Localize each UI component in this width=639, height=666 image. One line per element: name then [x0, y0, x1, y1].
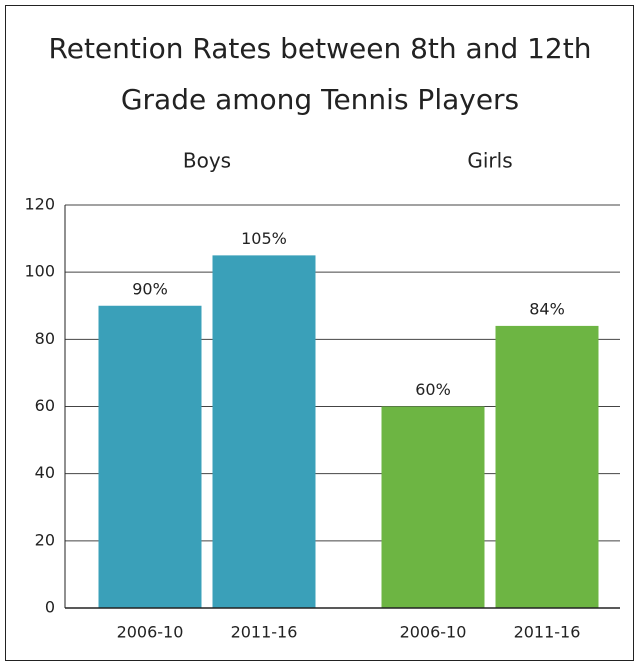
- bar: [212, 255, 316, 608]
- x-tick-label: 2011-16: [231, 623, 298, 642]
- y-tick-label: 120: [24, 195, 55, 214]
- value-label: 90%: [132, 279, 168, 298]
- bar: [98, 305, 202, 608]
- bar: [381, 406, 485, 608]
- x-tick-label: 2006-10: [400, 623, 467, 642]
- value-label: 105%: [241, 229, 287, 248]
- y-tick-label: 100: [24, 262, 55, 281]
- group-label: Boys: [183, 149, 231, 173]
- x-tick-label: 2006-10: [117, 623, 184, 642]
- y-tick-label: 60: [35, 396, 55, 415]
- chart-title: Retention Rates between 8th and 12th: [49, 32, 592, 65]
- value-label: 60%: [415, 380, 451, 399]
- y-tick-label: 20: [35, 530, 55, 549]
- bar: [495, 325, 599, 608]
- y-tick-label: 0: [45, 598, 55, 617]
- y-tick-label: 80: [35, 329, 55, 348]
- chart-title: Grade among Tennis Players: [121, 83, 519, 116]
- y-tick-label: 40: [35, 463, 55, 482]
- group-label: Girls: [467, 149, 512, 173]
- x-tick-label: 2011-16: [514, 623, 581, 642]
- value-label: 84%: [529, 299, 565, 318]
